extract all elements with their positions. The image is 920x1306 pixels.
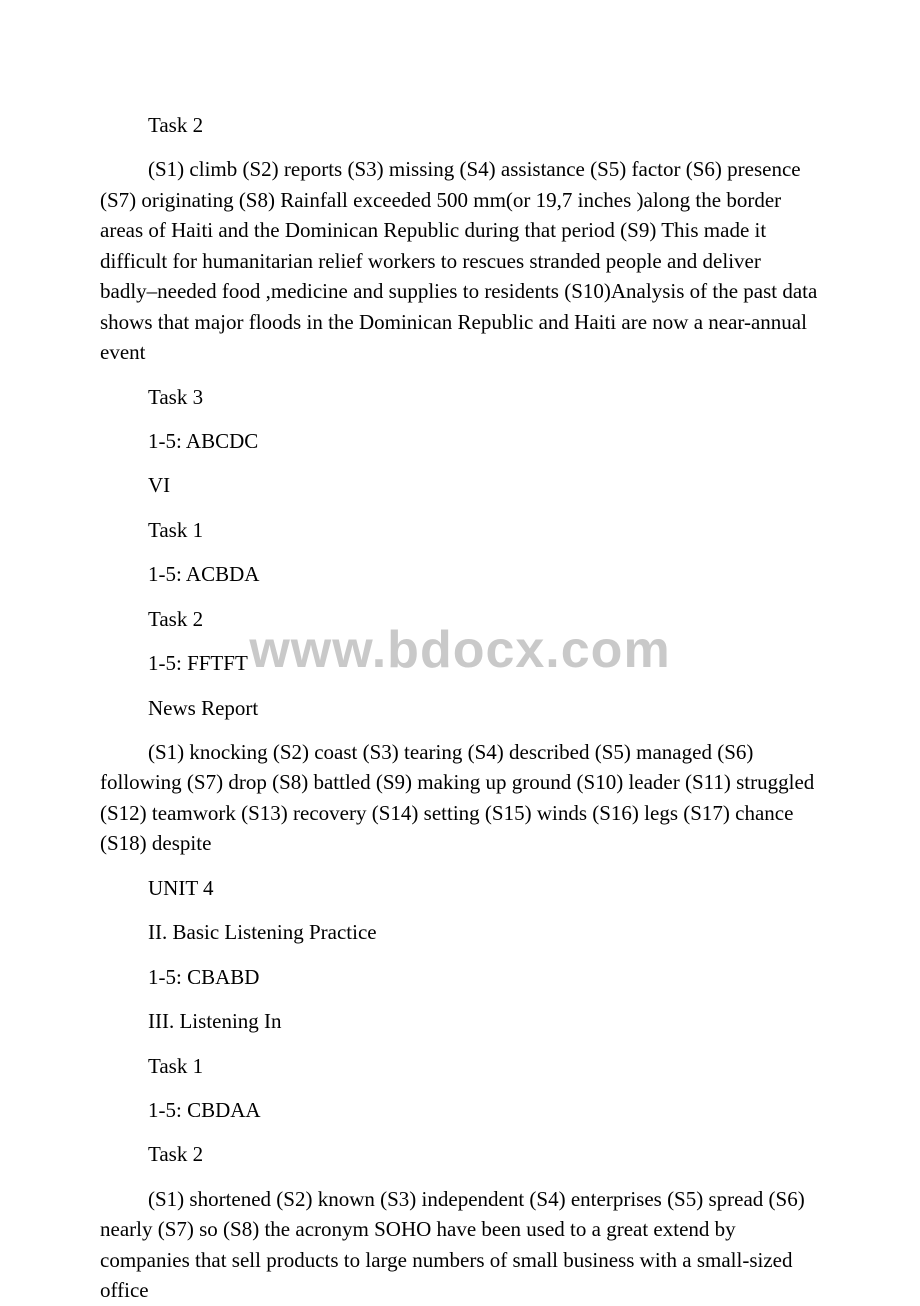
section-heading: II. Basic Listening Practice <box>100 917 820 947</box>
task-heading: Task 2 <box>100 604 820 634</box>
answer-line: 1-5: FFTFT <box>100 648 820 678</box>
unit-heading: UNIT 4 <box>100 873 820 903</box>
answer-line: 1-5: ABCDC <box>100 426 820 456</box>
answer-line: 1-5: CBABD <box>100 962 820 992</box>
answer-paragraph: (S1) shortened (S2) known (S3) independe… <box>100 1184 820 1306</box>
task-heading: Task 2 <box>100 1139 820 1169</box>
task-heading: Task 2 <box>100 110 820 140</box>
document-body: Task 2 (S1) climb (S2) reports (S3) miss… <box>100 110 820 1306</box>
answer-line: 1-5: CBDAA <box>100 1095 820 1125</box>
section-heading: VI <box>100 470 820 500</box>
answer-paragraph: (S1) climb (S2) reports (S3) missing (S4… <box>100 154 820 367</box>
answer-paragraph: (S1) knocking (S2) coast (S3) tearing (S… <box>100 737 820 859</box>
section-heading: News Report <box>100 693 820 723</box>
task-heading: Task 1 <box>100 515 820 545</box>
task-heading: Task 3 <box>100 382 820 412</box>
section-heading: III. Listening In <box>100 1006 820 1036</box>
task-heading: Task 1 <box>100 1051 820 1081</box>
answer-line: 1-5: ACBDA <box>100 559 820 589</box>
